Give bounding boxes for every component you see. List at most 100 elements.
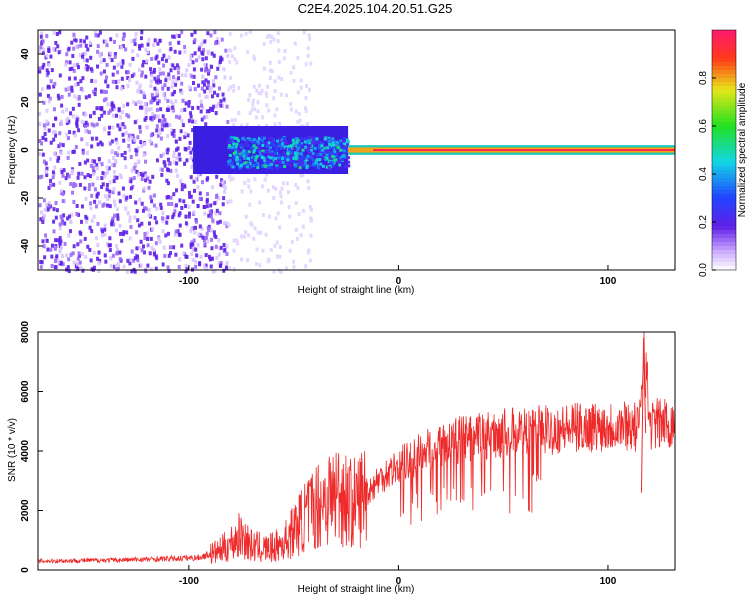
spectrogram-noise-cell bbox=[57, 144, 61, 149]
spectrogram-noise-cell bbox=[194, 247, 198, 252]
spectrogram-noise-cell bbox=[171, 105, 175, 110]
spectrogram-noise-cell bbox=[138, 197, 142, 202]
spectrogram-noise-cell bbox=[89, 55, 93, 60]
spectrogram-noise-cell bbox=[294, 201, 298, 206]
spectrogram-noise-cell bbox=[246, 50, 250, 55]
spectrogram-noise-cell bbox=[189, 114, 193, 119]
spectrogram-noise-cell bbox=[200, 103, 204, 108]
spectrogram-noise-cell bbox=[115, 175, 119, 180]
spectrogram-noise-cell bbox=[175, 63, 179, 68]
spectrogram-band-cell bbox=[304, 145, 308, 149]
spectrogram-noise-cell bbox=[200, 226, 204, 231]
spectrogram-noise-cell bbox=[115, 140, 119, 145]
spectrogram-noise-cell bbox=[183, 184, 187, 189]
spectrogram-band-cell bbox=[227, 162, 231, 166]
spectrogram-noise-cell bbox=[279, 200, 283, 205]
spectrogram-noise-cell bbox=[157, 99, 161, 104]
spectrogram-band-cell bbox=[346, 156, 350, 160]
spectrogram-noise-cell bbox=[190, 226, 194, 231]
spectrogram-noise-cell bbox=[269, 40, 273, 45]
spectrogram-noise-cell bbox=[50, 243, 54, 248]
spectrogram-band-cell bbox=[332, 148, 336, 152]
spectrogram-noise-cell bbox=[201, 235, 205, 240]
spectrogram-noise-cell bbox=[153, 114, 157, 119]
spectrogram-noise-cell bbox=[93, 87, 97, 92]
spectrogram-band-cell bbox=[338, 163, 342, 167]
spectrogram-band-cell bbox=[242, 161, 246, 165]
spectrogram-noise-cell bbox=[183, 135, 187, 140]
spectrogram-noise-cell bbox=[92, 214, 96, 219]
spectrogram-noise-cell bbox=[76, 256, 80, 261]
spectrogram-noise-cell bbox=[83, 39, 87, 44]
spectrogram-band-cell bbox=[270, 142, 274, 146]
spectrogram-noise-cell bbox=[89, 42, 93, 47]
spectrogram-band-cell bbox=[232, 142, 236, 146]
spectrogram-noise-cell bbox=[130, 74, 134, 79]
spectrogram-noise-cell bbox=[271, 185, 275, 190]
spectrogram-noise-cell bbox=[75, 117, 79, 122]
spectrogram-noise-cell bbox=[45, 166, 49, 171]
spectrogram-noise-cell bbox=[217, 260, 221, 265]
spectrogram-band-cell bbox=[234, 148, 238, 152]
spectrogram-band-cell bbox=[344, 143, 348, 147]
spectrogram-noise-cell bbox=[76, 262, 80, 267]
spectrogram-noise-cell bbox=[233, 46, 237, 51]
spectrogram-band-cell bbox=[331, 164, 335, 168]
spectrogram-noise-cell bbox=[118, 199, 122, 204]
spectrogram-noise-cell bbox=[227, 87, 231, 92]
spectrogram-noise-cell bbox=[197, 47, 201, 52]
spectrogram-noise-cell bbox=[53, 151, 57, 156]
spectrogram-y-tick-label: 20 bbox=[20, 96, 31, 108]
spectrogram-noise-cell bbox=[276, 31, 280, 36]
spectrogram-band-cell bbox=[331, 141, 335, 145]
spectrogram-noise-cell bbox=[84, 43, 88, 48]
spectrogram-noise-cell bbox=[297, 212, 301, 217]
spectrogram-noise-cell bbox=[209, 264, 213, 269]
spectrogram-noise-cell bbox=[205, 177, 209, 182]
spectrogram-noise-cell bbox=[226, 119, 230, 124]
spectrogram-noise-cell bbox=[166, 147, 170, 152]
spectrogram-band-cell bbox=[252, 137, 256, 141]
spectrogram-noise-cell bbox=[65, 107, 69, 112]
spectrogram-noise-cell bbox=[84, 112, 88, 117]
spectrogram-noise-cell bbox=[43, 126, 47, 131]
spectrogram-noise-cell bbox=[164, 58, 168, 63]
spectrogram-noise-cell bbox=[155, 107, 159, 112]
spectrogram-noise-cell bbox=[71, 149, 75, 154]
colorbar-swatch bbox=[712, 134, 736, 139]
spectrogram-noise-cell bbox=[111, 190, 115, 195]
spectrogram-noise-cell bbox=[265, 103, 269, 108]
spectrogram-noise-cell bbox=[140, 30, 144, 35]
spectrogram-noise-cell bbox=[164, 75, 168, 80]
spectrogram-band-cell bbox=[305, 140, 309, 144]
spectrogram-noise-cell bbox=[78, 182, 82, 187]
spectrogram-noise-cell bbox=[110, 162, 114, 167]
spectrogram-noise-cell bbox=[80, 171, 84, 176]
spectrogram-noise-cell bbox=[167, 253, 171, 258]
spectrogram-noise-cell bbox=[159, 107, 163, 112]
spectrogram-noise-cell bbox=[245, 122, 249, 127]
spectrogram-noise-cell bbox=[154, 255, 158, 260]
spectrogram-noise-cell bbox=[157, 60, 161, 65]
spectrogram-noise-cell bbox=[158, 38, 162, 43]
spectrogram-band-cell bbox=[252, 164, 256, 168]
spectrogram-noise-cell bbox=[98, 106, 102, 111]
spectrogram-noise-cell bbox=[191, 199, 195, 204]
colorbar-swatch bbox=[712, 42, 736, 47]
spectrogram-noise-cell bbox=[155, 79, 159, 84]
spectrogram-band-cell bbox=[278, 153, 282, 157]
spectrogram-noise-cell bbox=[105, 43, 109, 48]
spectrogram-noise-cell bbox=[65, 253, 69, 258]
spectrogram-noise-cell bbox=[161, 152, 165, 157]
spectrogram-noise-cell bbox=[112, 39, 116, 44]
spectrogram-noise-cell bbox=[119, 122, 123, 127]
spectrogram-noise-cell bbox=[38, 175, 42, 180]
spectrogram-noise-cell bbox=[68, 130, 72, 135]
spectrogram-noise-cell bbox=[53, 165, 57, 170]
spectrogram-noise-cell bbox=[45, 119, 49, 124]
spectrogram-noise-cell bbox=[136, 135, 140, 140]
spectrogram-noise-cell bbox=[77, 265, 81, 270]
spectrogram-noise-cell bbox=[203, 82, 207, 87]
spectrogram-noise-cell bbox=[155, 206, 159, 211]
spectrogram-noise-cell bbox=[117, 191, 121, 196]
